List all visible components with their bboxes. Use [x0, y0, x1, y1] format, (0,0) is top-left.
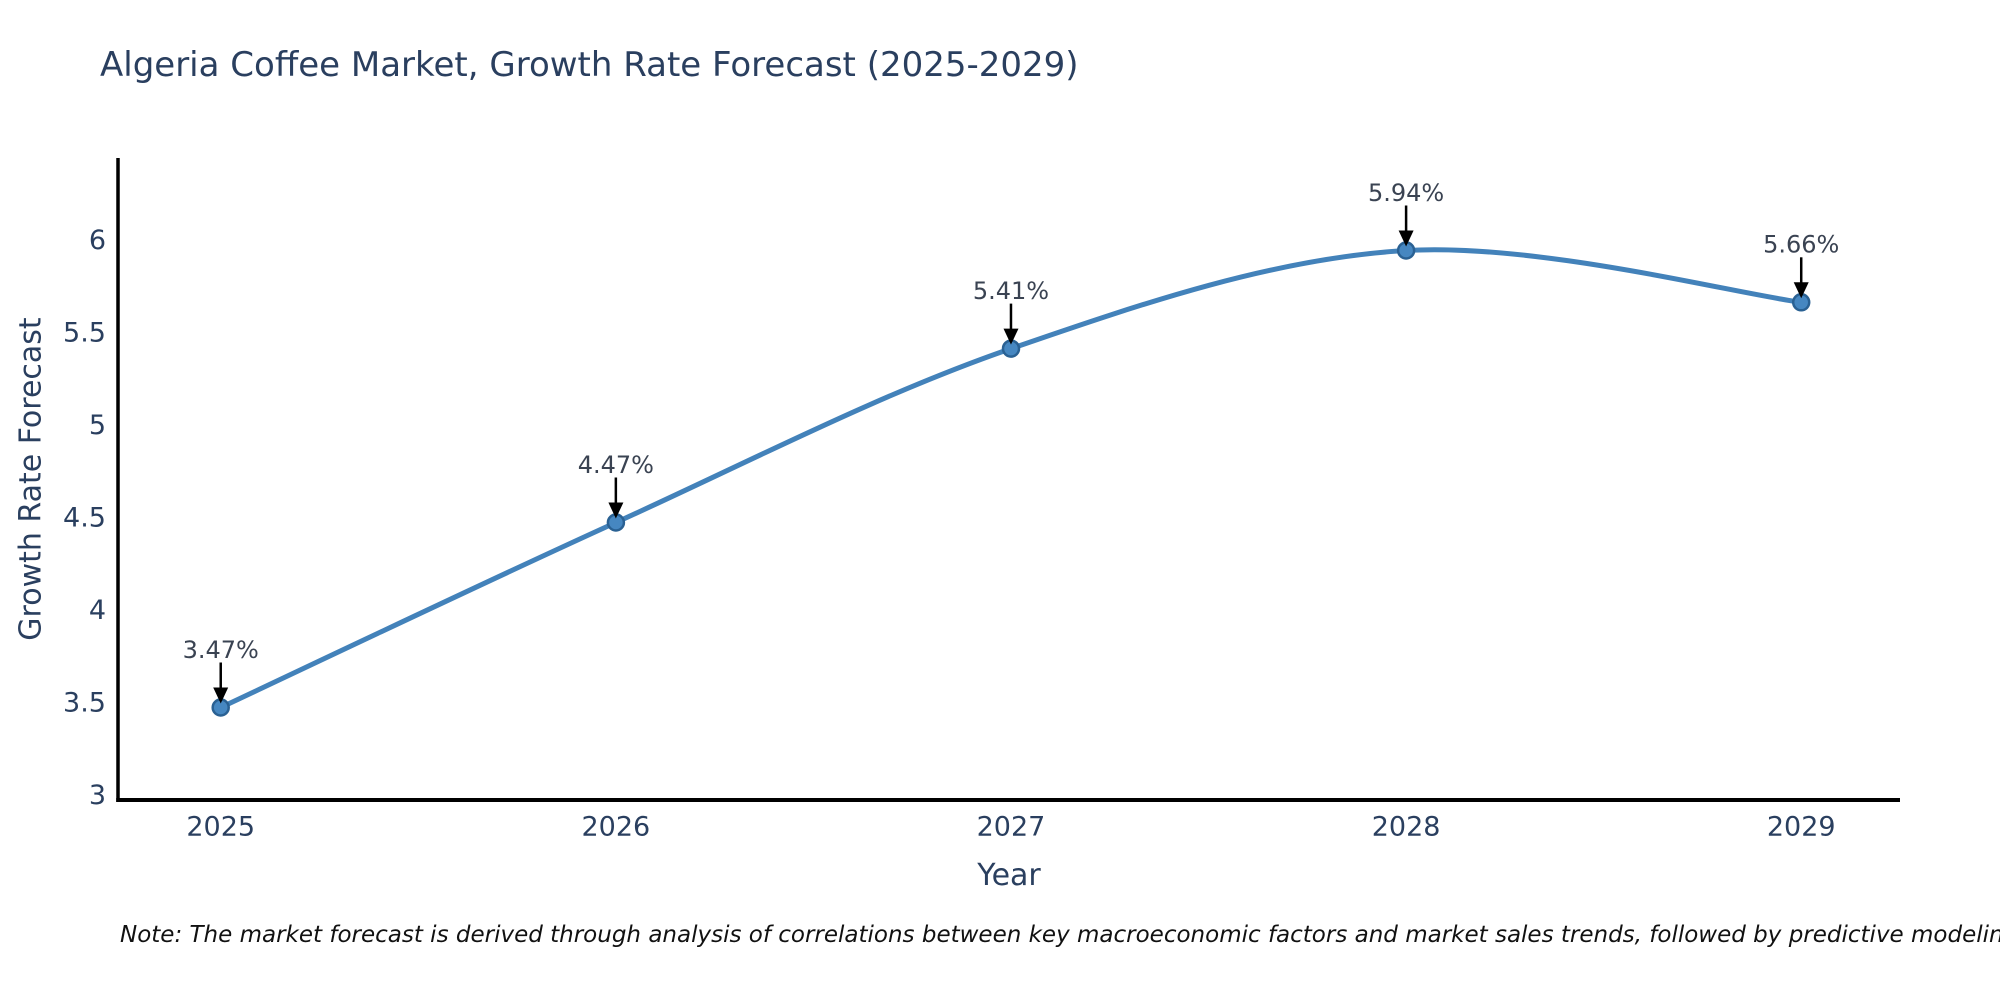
annotation-label: 5.94% [1368, 179, 1444, 207]
annotation-label: 3.47% [183, 636, 259, 664]
x-tick-label: 2026 [581, 811, 650, 842]
annotation-label: 5.66% [1763, 231, 1839, 259]
y-tick-label: 4.5 [63, 502, 106, 533]
y-tick-label: 3.5 [63, 687, 106, 718]
footnote: Note: The market forecast is derived thr… [120, 922, 2000, 948]
y-tick-label: 6 [89, 225, 106, 256]
annotation-label: 4.47% [578, 451, 654, 479]
annotation-arrowhead [1003, 328, 1019, 345]
x-tick-label: 2029 [1767, 811, 1836, 842]
annotation-arrowhead [608, 502, 624, 519]
x-tick-label: 2027 [977, 811, 1046, 842]
x-tick-label: 2025 [186, 811, 255, 842]
x-tick-label: 2028 [1372, 811, 1441, 842]
x-axis-title: Year [977, 858, 1041, 893]
y-tick-label: 5.5 [63, 317, 106, 348]
annotation-arrowhead [213, 687, 229, 704]
annotation-arrowhead [1398, 230, 1414, 247]
y-tick-label: 5 [89, 410, 106, 441]
y-tick-label: 4 [89, 595, 106, 626]
chart-title: Algeria Coffee Market, Growth Rate Forec… [100, 45, 1079, 85]
annotation-label: 5.41% [973, 277, 1049, 305]
annotation-arrowhead [1793, 282, 1809, 299]
y-tick-label: 3 [89, 780, 106, 811]
